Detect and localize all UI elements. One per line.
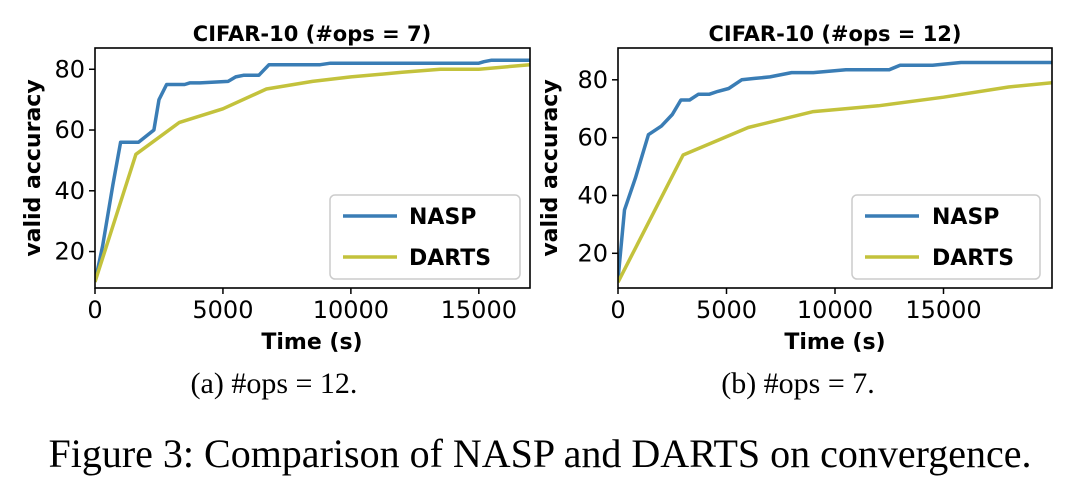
y-tick-label: 20 <box>577 239 608 267</box>
chart-a: CIFAR-10 (#ops = 7) valid accuracy Time … <box>21 22 531 400</box>
x-tick-label: 0 <box>87 296 102 324</box>
series-line-darts <box>618 80 1052 283</box>
x-axis-label: Time (s) <box>261 330 362 355</box>
x-tick-label: 5000 <box>192 296 253 324</box>
chart-b: CIFAR-10 (#ops = 12) valid accuracy Time… <box>538 22 1053 400</box>
legend: NASP DARTS <box>851 194 1041 280</box>
legend-label-nasp: NASP <box>932 205 999 230</box>
legend-label-darts: DARTS <box>932 246 1014 271</box>
x-tick-label: 15000 <box>441 296 517 324</box>
y-tick-label: 40 <box>54 177 85 205</box>
chart-title: CIFAR-10 (#ops = 7) <box>193 22 431 46</box>
y-tick-label: 80 <box>54 55 85 83</box>
plot-frame <box>617 47 1053 289</box>
x-tick-label: 5000 <box>696 296 757 324</box>
figure-caption: Figure 3: Comparison of NASP and DARTS o… <box>48 431 1031 476</box>
x-tick-label: 10000 <box>313 296 389 324</box>
y-tick-label: 40 <box>577 181 608 209</box>
plot-area: 0 5000 10000 15000 20 40 60 80 <box>577 60 1052 324</box>
series-line-nasp <box>95 58 530 283</box>
series-line-darts <box>95 62 530 283</box>
subcaption: (a) #ops = 12. <box>191 367 358 400</box>
y-tick-label: 60 <box>577 124 608 152</box>
plot-frame <box>94 47 531 289</box>
y-axis-label: valid accuracy <box>21 79 46 256</box>
y-tick-label: 80 <box>577 66 608 94</box>
x-axis-label: Time (s) <box>784 330 885 355</box>
y-tick-label: 20 <box>54 238 85 266</box>
series-line-nasp <box>618 60 1052 280</box>
x-tick-label: 0 <box>610 296 625 324</box>
x-tick-label: 15000 <box>905 296 981 324</box>
legend-label-nasp: NASP <box>409 205 476 230</box>
legend-label-darts: DARTS <box>409 246 491 271</box>
x-tick-label: 10000 <box>797 296 873 324</box>
subcaption: (b) #ops = 7. <box>721 367 875 400</box>
y-axis-label: valid accuracy <box>538 79 563 256</box>
y-tick-label: 60 <box>54 116 85 144</box>
legend: NASP DARTS <box>329 194 521 280</box>
chart-title: CIFAR-10 (#ops = 12) <box>708 22 961 46</box>
plot-area: 0 5000 10000 15000 20 40 60 80 <box>54 55 530 324</box>
